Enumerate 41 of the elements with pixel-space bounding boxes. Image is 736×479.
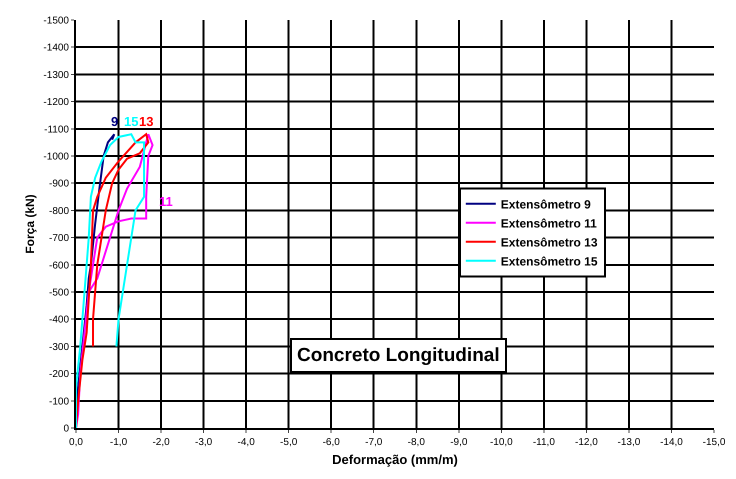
x-tick-label: -13,0	[618, 437, 641, 448]
legend-label: Extensômetro 13	[500, 235, 598, 250]
x-tick-label: -8,0	[408, 437, 426, 448]
y-tick-label: -100	[48, 396, 70, 408]
text: Concreto Longitudinal	[297, 345, 500, 366]
y-tick-label: -1300	[43, 70, 70, 81]
x-tick-label: -4,0	[238, 437, 256, 448]
y-tick-label: -500	[48, 288, 70, 298]
x-tick-label: -3,0	[194, 437, 213, 448]
y-tick-label: -300	[48, 342, 70, 353]
x-tick-label: -1,0	[110, 437, 128, 448]
y-tick-label: 0	[63, 424, 70, 434]
x-tick-label: -6,0	[322, 437, 340, 448]
y-tick-label: -1400	[43, 42, 70, 54]
x-tick-label: -11,0	[532, 437, 556, 448]
x-tick-label: 0,0	[69, 437, 84, 448]
y-tick-label: -700	[48, 233, 70, 244]
y-tick-label: -400	[48, 314, 70, 326]
legend-label: Extensômetro 11	[500, 216, 598, 230]
annotation: 13	[139, 114, 154, 129]
annotation: 15	[124, 114, 138, 129]
x-tick-label: -7,0	[365, 437, 383, 448]
y-tick-label: -200	[48, 369, 70, 380]
y-tick-label: -1200	[43, 97, 70, 108]
legend-label: Extensômetro 9	[500, 197, 592, 212]
x-tick-label: -15,0	[702, 437, 726, 448]
y-tick-label: -800	[48, 206, 70, 217]
y-axis-title: Força (kN)	[23, 194, 38, 254]
y-tick-label: -1100	[44, 124, 70, 136]
x-tick-label: -14,0	[660, 437, 684, 448]
x-tick-label: -2,0	[152, 437, 170, 448]
y-tick-label: -1000	[43, 152, 70, 162]
x-tick-label: -12,0	[575, 437, 598, 448]
y-tick-label: -600	[48, 260, 70, 272]
y-tick-label: -1500	[43, 16, 70, 26]
x-tick-label: -9,0	[450, 437, 468, 448]
x-tick-label: -5,0	[280, 437, 298, 448]
y-tick-label: -900	[48, 178, 70, 190]
x-tick-label: -10,0	[490, 437, 514, 448]
x-axis-title: Deformação (mm/m)	[332, 452, 458, 468]
legend-label: Extensômetro 15	[500, 254, 598, 268]
